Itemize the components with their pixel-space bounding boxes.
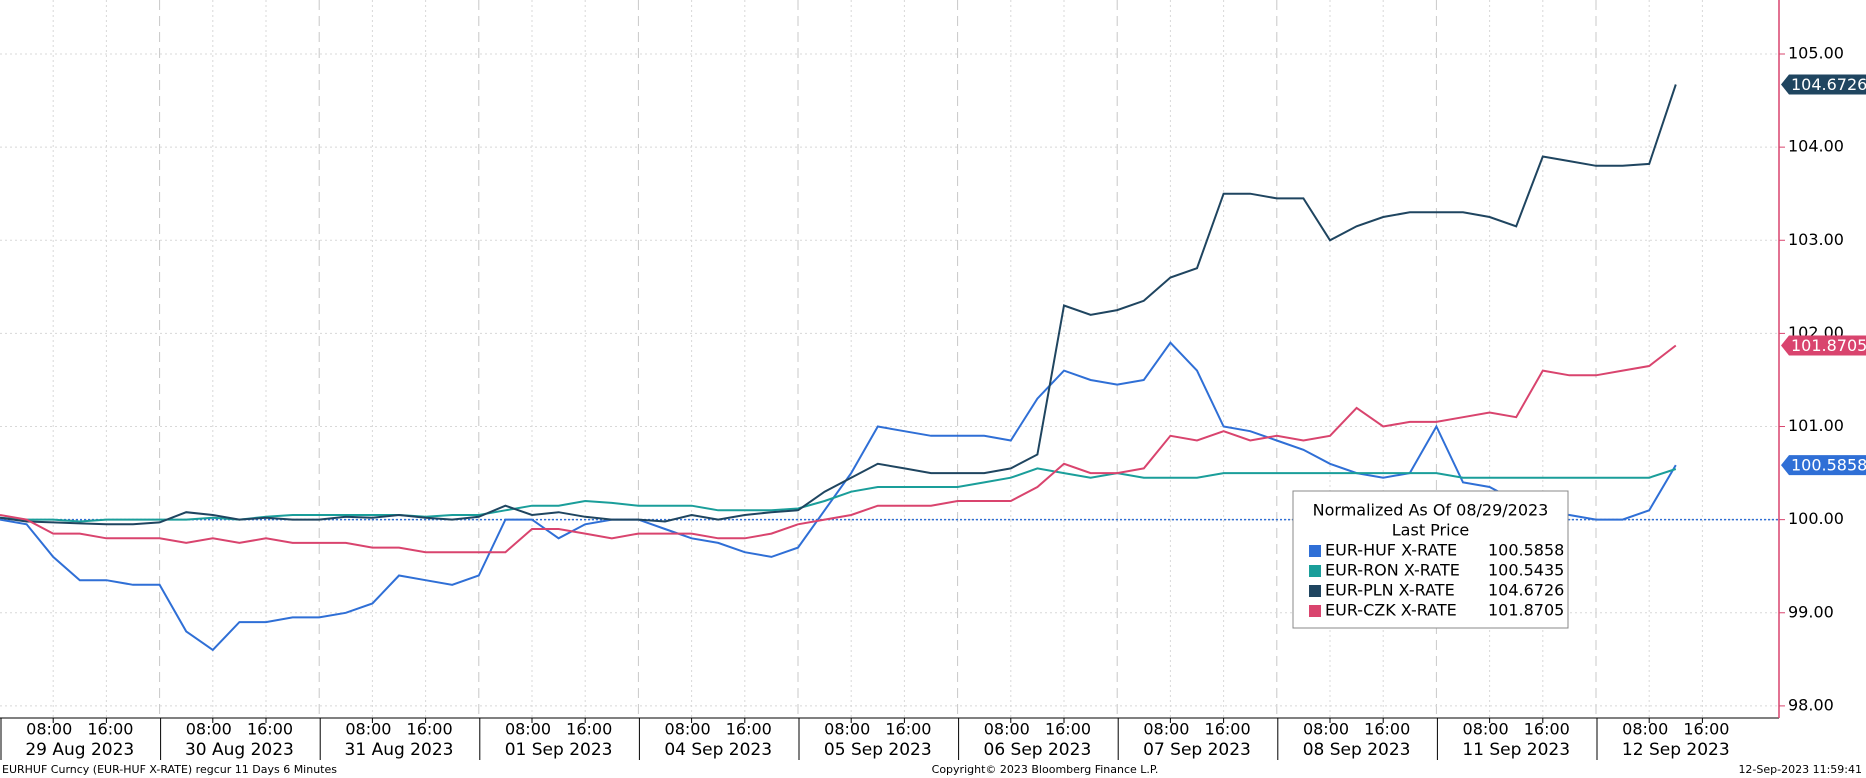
price-tag-label: 104.6726 (1791, 75, 1866, 94)
day-label: 29 Aug 2023 (25, 740, 134, 760)
hour-tick-label: 08:00 (1463, 720, 1509, 739)
legend-label: EUR-PLN X-RATE (1325, 581, 1455, 600)
legend-swatch (1309, 605, 1321, 617)
footer-left: EURHUF Curncy (EUR-HUF X-RATE) regcur 11… (2, 763, 337, 776)
series-line (0, 341, 1677, 652)
hour-tick-label: 08:00 (505, 720, 551, 739)
day-label: 04 Sep 2023 (664, 740, 772, 760)
hour-tick-label: 16:00 (885, 720, 931, 739)
day-label: 07 Sep 2023 (1143, 740, 1251, 760)
price-tag (1781, 74, 1866, 95)
hour-tick-label: 08:00 (186, 720, 232, 739)
y-tick-label: 98.00 (1788, 695, 1834, 714)
day-label: 31 Aug 2023 (345, 740, 454, 760)
y-tick-label: 103.00 (1788, 230, 1844, 249)
hour-tick-label: 16:00 (1524, 720, 1570, 739)
hour-tick-label: 16:00 (407, 720, 453, 739)
legend-box (1292, 490, 1569, 629)
legend-swatch (1309, 565, 1321, 577)
hour-tick-label: 08:00 (824, 720, 870, 739)
y-tick-label: 100.00 (1788, 509, 1844, 528)
hour-tick-label: 16:00 (1683, 720, 1729, 739)
y-tick-label: 104.00 (1788, 137, 1844, 156)
legend-title: Normalized As Of 08/29/2023 (1313, 501, 1549, 520)
price-tag (1781, 455, 1866, 476)
day-label: 12 Sep 2023 (1622, 740, 1730, 760)
legend-value: 104.6726 (1488, 581, 1564, 600)
price-tag-label: 100.5858 (1791, 456, 1866, 475)
legend-value: 100.5435 (1488, 561, 1564, 580)
legend-value: 101.8705 (1488, 601, 1564, 620)
day-label: 05 Sep 2023 (824, 740, 932, 760)
hour-tick-label: 08:00 (26, 720, 72, 739)
hour-tick-label: 08:00 (1303, 720, 1349, 739)
footer-center: Copyright© 2023 Bloomberg Finance L.P. (932, 763, 1159, 776)
legend-label: EUR-RON X-RATE (1325, 561, 1460, 580)
hour-tick-label: 08:00 (984, 720, 1030, 739)
hour-tick-label: 08:00 (1622, 720, 1668, 739)
price-tag (1781, 335, 1866, 356)
hour-tick-label: 16:00 (1205, 720, 1251, 739)
hour-tick-label: 16:00 (566, 720, 612, 739)
legend-label: EUR-HUF X-RATE (1325, 541, 1457, 560)
day-label: 30 Aug 2023 (185, 740, 294, 760)
day-label: 08 Sep 2023 (1303, 740, 1411, 760)
series-line (0, 467, 1677, 523)
hour-tick-label: 08:00 (345, 720, 391, 739)
legend-subtitle: Last Price (1392, 521, 1469, 540)
hour-tick-label: 08:00 (665, 720, 711, 739)
y-tick-label: 105.00 (1788, 44, 1844, 63)
legend-swatch (1309, 585, 1321, 597)
hour-tick-label: 16:00 (1364, 720, 1410, 739)
y-tick-label: 99.00 (1788, 602, 1834, 621)
day-label: 11 Sep 2023 (1462, 740, 1570, 760)
hour-tick-label: 16:00 (247, 720, 293, 739)
day-label: 01 Sep 2023 (505, 740, 613, 760)
legend-value: 100.5858 (1488, 541, 1564, 560)
legend-label: EUR-CZK X-RATE (1325, 601, 1457, 620)
footer-right: 12-Sep-2023 11:59:41 (1738, 763, 1862, 776)
hour-tick-label: 08:00 (1143, 720, 1189, 739)
series-line (0, 344, 1677, 554)
series-line (0, 84, 1677, 526)
hour-tick-label: 16:00 (726, 720, 772, 739)
price-tag-label: 101.8705 (1791, 336, 1866, 355)
y-tick-label: 101.00 (1788, 416, 1844, 435)
day-label: 06 Sep 2023 (984, 740, 1092, 760)
hour-tick-label: 16:00 (1045, 720, 1091, 739)
legend-swatch (1309, 545, 1321, 557)
hour-tick-label: 16:00 (87, 720, 133, 739)
